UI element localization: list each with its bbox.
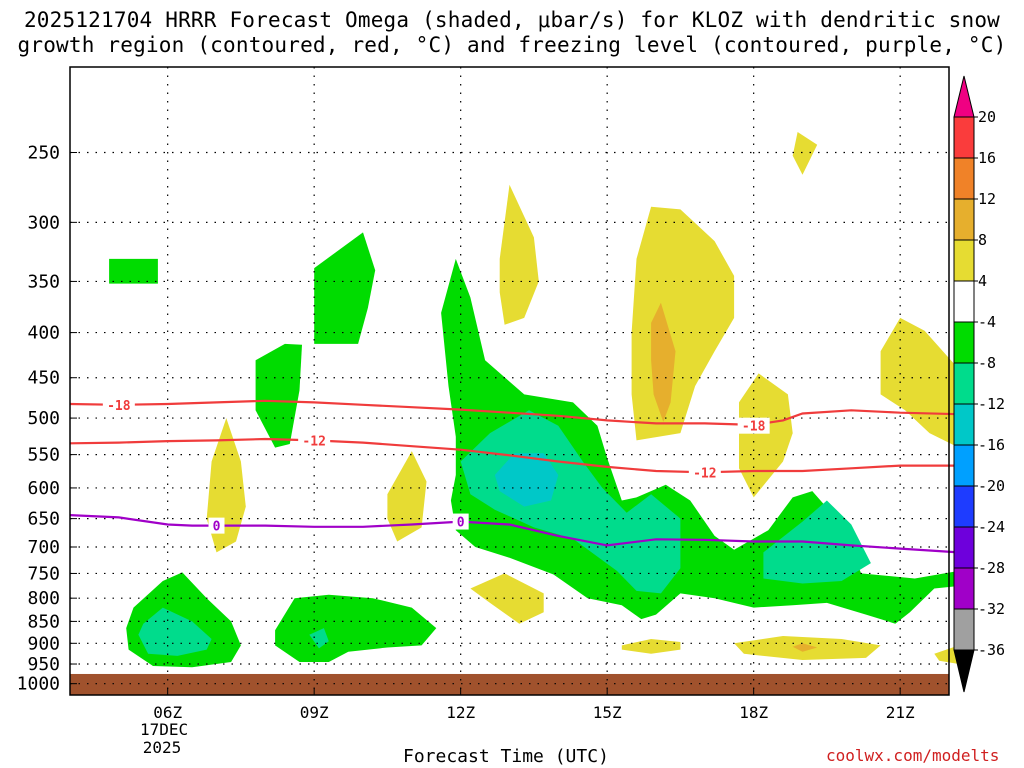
colorbar-label-8: 8	[978, 231, 987, 249]
colorbar-label--16: -16	[978, 436, 1005, 454]
omega-region-13	[631, 206, 735, 441]
omega-region-17	[387, 451, 427, 542]
colorbar-arrow-bottom	[953, 649, 975, 693]
contour-label-1-1: -12	[693, 466, 716, 481]
omega-region-19	[621, 639, 681, 654]
colorbar-arrow-top	[953, 75, 975, 118]
date-label-year: 2025	[142, 738, 182, 757]
x-tick-label-15Z: 15Z	[593, 703, 622, 722]
contour-label-bg	[452, 513, 469, 530]
x-tick-label-21Z: 21Z	[886, 703, 915, 722]
omega-region-10	[494, 453, 559, 507]
date-label-day: 17DEC	[140, 720, 189, 739]
omega-region-2	[255, 343, 302, 448]
credit-link[interactable]: coolwx.com/modelts	[826, 746, 1000, 765]
colorbar-label--24: -24	[978, 518, 1005, 536]
x-tick-label-12Z: 12Z	[446, 703, 475, 722]
ground-layer	[70, 673, 949, 695]
y-tick-label-500: 500	[27, 408, 60, 429]
y-tick-label-300: 300	[27, 212, 60, 233]
colorbar-label--20: -20	[978, 477, 1005, 495]
omega-region-12	[499, 184, 539, 325]
colorbar-bin-2	[953, 198, 975, 241]
colorbar-label--12: -12	[978, 395, 1005, 413]
y-tick-label-900: 900	[27, 633, 60, 654]
colorbar-bin-9	[953, 485, 975, 528]
y-tick-label-250: 250	[27, 142, 60, 163]
axes-layer: 2503003504004505005506006507007508008509…	[17, 66, 950, 722]
contour-label-bg	[737, 417, 770, 434]
chart-title-line-1: 2025121704 HRRR Forecast Omega (shaded, …	[23, 8, 1001, 32]
y-tick-label-750: 750	[27, 563, 60, 584]
omega-region-23	[792, 643, 818, 652]
contour-label-2-0: 0	[213, 520, 221, 535]
y-tick-label-450: 450	[27, 368, 60, 389]
contour-label-2-1: 0	[457, 516, 465, 531]
ground-surface	[70, 673, 949, 695]
colorbar-label-20: 20	[978, 108, 996, 126]
chart-title-line-2: growth region (contoured, red, °C) and f…	[17, 33, 1007, 57]
colorbar-label--36: -36	[978, 641, 1005, 659]
contour-label-0-0: -18	[107, 399, 131, 414]
colorbar: -36 -32 -28 -24 -20 -16 -12 -8 -4 4 8 12 16 20	[953, 75, 1005, 693]
y-tick-label-550: 550	[27, 445, 60, 466]
contour-label-bg	[688, 464, 721, 481]
omega-region-15	[739, 373, 793, 498]
contour-line-1	[69, 437, 959, 474]
colorbar-bin-10	[953, 526, 975, 569]
colorbar-bin-12	[953, 608, 975, 651]
x-tick-label-09Z: 09Z	[300, 703, 329, 722]
x-tick-label-06Z: 06Z	[153, 703, 182, 722]
colorbar-bin-1	[953, 157, 975, 200]
x-axis-title: Forecast Time (UTC)	[403, 746, 609, 767]
colorbar-bin-11	[953, 567, 975, 610]
colorbar-label--4: -4	[978, 313, 996, 331]
omega-region-11	[792, 132, 818, 175]
y-tick-label-950: 950	[27, 654, 60, 675]
y-tick-label-650: 650	[27, 509, 60, 530]
colorbar-bin-3	[953, 239, 975, 282]
contour-label-0-1: -18	[742, 420, 766, 435]
y-tick-label-400: 400	[27, 323, 60, 344]
y-tick-label-600: 600	[27, 478, 60, 499]
y-tick-label-700: 700	[27, 537, 60, 558]
omega-region-6	[138, 607, 212, 656]
omega-region-0	[109, 258, 158, 284]
contour-label-bg	[208, 517, 225, 534]
y-tick-label-800: 800	[27, 588, 60, 609]
y-tick-label-350: 350	[27, 271, 60, 292]
contour-label-1-0: -12	[302, 434, 325, 449]
colorbar-bin-4	[953, 280, 975, 323]
colorbar-label--28: -28	[978, 559, 1005, 577]
colorbar-label-12: 12	[978, 190, 996, 208]
omega-region-14	[880, 317, 959, 448]
colorbar-bin-0	[953, 116, 975, 159]
omega-region-1	[314, 232, 376, 344]
colorbar-bin-7	[953, 403, 975, 446]
y-tick-label-1000: 1000	[17, 674, 60, 695]
y-tick-label-850: 850	[27, 611, 60, 632]
contour-line-0	[69, 399, 959, 427]
omega-region-21	[934, 645, 959, 664]
colorbar-label--8: -8	[978, 354, 996, 372]
colorbar-label-4: 4	[978, 272, 987, 290]
omega-region-7	[309, 628, 329, 649]
plot-frame	[69, 66, 950, 696]
contour-layer: -18 -18 -12 -12 0 0	[69, 396, 959, 554]
colorbar-bin-5	[953, 321, 975, 364]
colorbar-bin-8	[953, 444, 975, 487]
colorbar-bin-6	[953, 362, 975, 405]
omega-shading-layer	[109, 132, 959, 668]
contour-label-bg	[102, 396, 135, 413]
omega-region-18	[470, 573, 544, 624]
x-tick-label-18Z: 18Z	[739, 703, 768, 722]
colorbar-label-16: 16	[978, 149, 996, 167]
contour-line-2	[69, 514, 959, 554]
contour-label-bg	[298, 432, 331, 449]
omega-region-4	[275, 594, 437, 662]
colorbar-label--32: -32	[978, 600, 1005, 618]
